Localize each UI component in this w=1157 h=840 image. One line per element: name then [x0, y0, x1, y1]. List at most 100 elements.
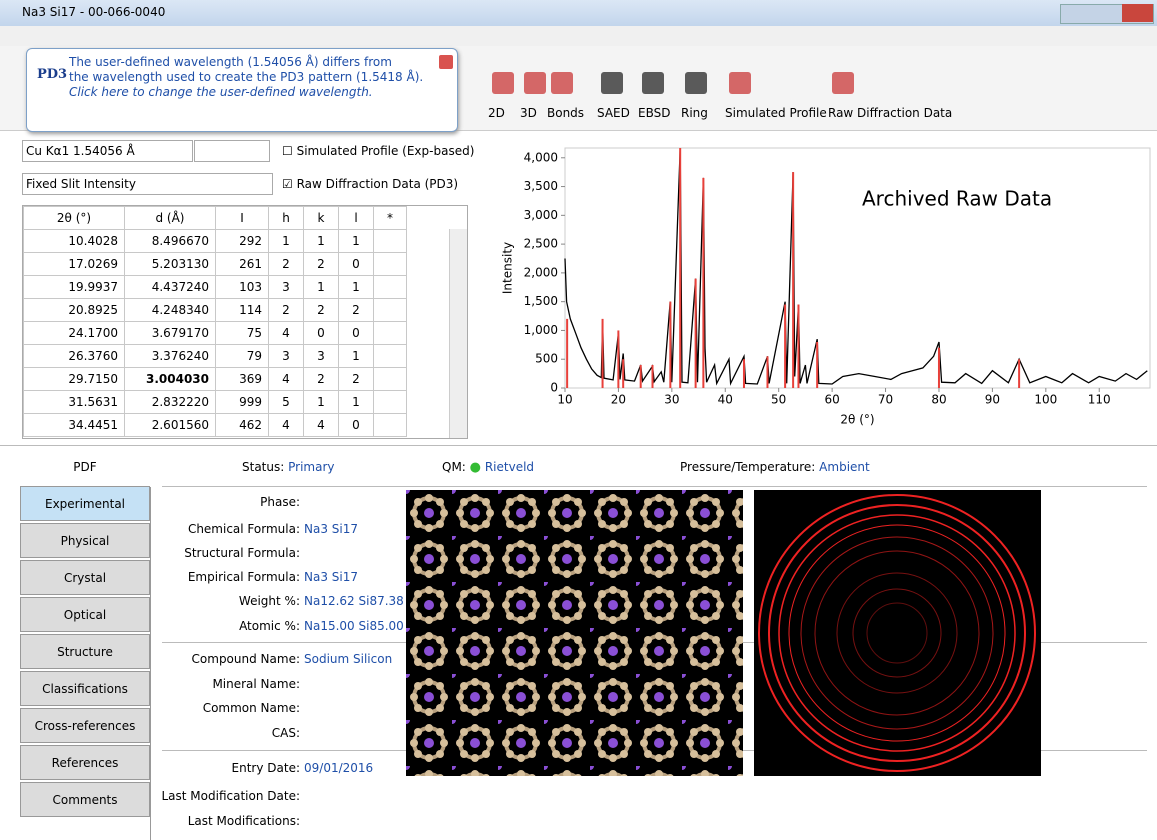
tooltip-text: the wavelength used to create the PD3 pa… — [69, 70, 423, 85]
field-label: Entry Date: — [232, 761, 300, 775]
tab[interactable]: Structure — [20, 634, 150, 669]
field-label: Last Modifications: — [188, 814, 300, 828]
column-header: 2θ (°) — [24, 207, 125, 230]
tooltip-close[interactable] — [439, 55, 453, 69]
table-cell: 75 — [216, 322, 269, 345]
field-label: Empirical Formula: — [188, 570, 300, 584]
tab[interactable]: References — [20, 745, 150, 780]
wavelength-select[interactable]: Cu Kα1 1.54056 Å — [22, 140, 193, 162]
field-value: Na3 Si17 — [304, 522, 358, 536]
column-header: I — [216, 207, 269, 230]
table-cell: 3 — [304, 345, 339, 368]
field-label: Mineral Name: — [212, 677, 300, 691]
tab[interactable]: Crystal — [20, 560, 150, 595]
table-cell: 31.5631 — [24, 391, 125, 414]
value: Ambient — [819, 460, 870, 474]
column-header: * — [374, 207, 407, 230]
table-cell: 17.0269 — [24, 253, 125, 276]
scrollbar[interactable] — [449, 229, 467, 438]
toolbar-icon — [551, 72, 573, 94]
toolbar-label[interactable]: SAED — [597, 106, 630, 120]
wavelength-input[interactable] — [194, 140, 270, 162]
toolbar-label[interactable]: Raw Diffraction Data — [828, 106, 952, 120]
label: Status: — [242, 460, 284, 474]
raw-checkbox[interactable]: ☑ Raw Diffraction Data (PD3) — [282, 177, 458, 191]
tab-border — [150, 487, 151, 840]
table-cell: 19.9937 — [24, 276, 125, 299]
field-value: Sodium Silicon — [304, 652, 392, 666]
menu-bar — [0, 26, 1157, 46]
column-header: d (Å) — [125, 207, 216, 230]
table-cell: 26.3760 — [24, 345, 125, 368]
table-cell: 4 — [269, 322, 304, 345]
tooltip[interactable]: PD3 The user-defined wavelength (1.54056… — [26, 48, 458, 132]
table-cell: 2 — [339, 299, 374, 322]
tab[interactable]: Classifications — [20, 671, 150, 706]
table-cell: 1 — [304, 230, 339, 253]
tab[interactable]: Optical — [20, 597, 150, 632]
y-tick-label: 1,500 — [524, 294, 558, 308]
table-cell: 8.496670 — [125, 230, 216, 253]
field-value: 09/01/2016 — [304, 761, 373, 775]
table-cell: 3 — [269, 276, 304, 299]
field-label: Weight %: — [239, 594, 300, 608]
table-cell: 1 — [339, 345, 374, 368]
tab[interactable]: Comments — [20, 782, 150, 817]
table-cell: 0 — [304, 322, 339, 345]
tab[interactable]: Experimental — [20, 486, 150, 521]
toolbar-icon — [729, 72, 751, 94]
toolbar-label[interactable]: Simulated Profile — [725, 106, 827, 120]
y-tick-label: 500 — [535, 352, 558, 366]
toolbar-label[interactable]: 2D — [488, 106, 505, 120]
table-cell: 0 — [339, 322, 374, 345]
table-cell: 1 — [339, 391, 374, 414]
y-tick-label: 3,500 — [524, 179, 558, 193]
intensity-select[interactable]: Fixed Slit Intensity — [22, 173, 273, 195]
table-cell — [374, 230, 407, 253]
field-label: Last Modification Date: — [162, 789, 301, 803]
x-tick-label: 80 — [931, 393, 946, 407]
tooltip-link[interactable]: Click here to change the user-defined wa… — [69, 85, 423, 100]
field-label: CAS: — [272, 726, 300, 740]
table-cell: 4 — [269, 368, 304, 391]
table-cell: 4 — [304, 414, 339, 437]
table-cell: 2 — [304, 368, 339, 391]
table-cell: 1 — [339, 276, 374, 299]
toolbar-icon — [832, 72, 854, 94]
tab[interactable]: Cross-references — [20, 708, 150, 743]
toolbar-icon — [492, 72, 514, 94]
table-cell: 1 — [269, 230, 304, 253]
close-button[interactable] — [1122, 4, 1153, 22]
plot-area — [565, 148, 1150, 388]
field-label: Structural Formula: — [184, 546, 300, 560]
structure-image — [406, 490, 743, 776]
table-cell: 24.1700 — [24, 322, 125, 345]
toolbar-label[interactable]: EBSD — [638, 106, 670, 120]
table-cell: 4.248340 — [125, 299, 216, 322]
field-label: Phase: — [260, 495, 300, 509]
table-cell: 103 — [216, 276, 269, 299]
table-cell: 114 — [216, 299, 269, 322]
table-cell: 5 — [269, 391, 304, 414]
toolbar-label[interactable]: 3D — [520, 106, 537, 120]
column-header: h — [269, 207, 304, 230]
y-tick-label: 1,000 — [524, 323, 558, 337]
tab[interactable]: Physical — [20, 523, 150, 558]
x-tick-label: 100 — [1034, 393, 1057, 407]
tab[interactable]: PDF — [20, 449, 150, 484]
toolbar-icon — [642, 72, 664, 94]
toolbar-label[interactable]: Ring — [681, 106, 708, 120]
toolbar-label[interactable]: Bonds — [547, 106, 584, 120]
simulated-checkbox[interactable]: ☐ Simulated Profile (Exp-based) — [282, 144, 474, 158]
